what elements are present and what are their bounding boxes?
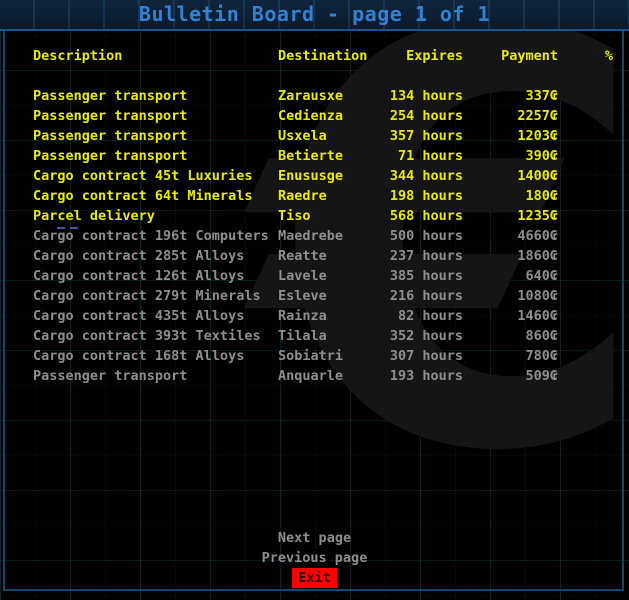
row-destination-cell: Zarausxe (278, 88, 344, 104)
bulletin-row[interactable]: Passenger transport Zarausxe 134 hours 3… (0, 86, 629, 106)
row-expires-cell: 237 hours (389, 248, 463, 264)
exit-option-row: Exit (0, 568, 629, 588)
row-expires-cell: 71 hours (397, 148, 463, 164)
row-destination-cell: Esleve (278, 288, 327, 304)
row-payment-cell: 1400₢ (517, 168, 558, 184)
row-description-cell: Cargo contract 279t Minerals (33, 288, 261, 304)
row-destination-cell: Tiso (278, 208, 311, 224)
row-description-cell: Parcel delivery (33, 208, 155, 224)
row-payment-cell: 509₢ (525, 368, 558, 384)
credits-symbol-watermark-icon: € (255, 0, 629, 576)
row-destination-cell: Anquarle (278, 368, 344, 384)
row-description-cell: Cargo contract 64t Minerals (33, 188, 253, 204)
row-destination-cell: Raedre (278, 188, 327, 204)
row-destination-cell: Rainza (278, 308, 327, 324)
row-description-cell: Cargo contract 168t Alloys (33, 348, 245, 364)
row-payment-cell: 180₢ (525, 188, 558, 204)
row-description-cell: Passenger transport (33, 88, 188, 104)
row-expires-cell: 307 hours (389, 348, 463, 364)
bulletin-row[interactable]: Cargo contract 168t Alloys Sobiatri 307 … (0, 346, 629, 366)
row-destination-cell: Usxela (278, 128, 327, 144)
bulletin-row[interactable]: Cargo contract 196t Computers Maedrebe 5… (0, 226, 629, 246)
row-destination-cell: Maedrebe (278, 228, 344, 244)
row-expires-cell: 344 hours (389, 168, 463, 184)
col-percent-header: % (604, 48, 613, 64)
row-expires-cell: 198 hours (389, 188, 463, 204)
bulletin-row[interactable]: Cargo contract 285t Alloys Reatte 237 ho… (0, 246, 629, 266)
bulletin-row[interactable]: Passenger transport Betierte 71 hours 39… (0, 146, 629, 166)
row-destination-cell: Cedienza (278, 108, 344, 124)
bulletin-row[interactable]: Passenger transport Cedienza 254 hours 2… (0, 106, 629, 126)
row-payment-cell: 1860₢ (517, 248, 558, 264)
row-destination-cell: Reatte (278, 248, 327, 264)
row-payment-cell: 780₢ (525, 348, 558, 364)
row-payment-cell: 1460₢ (517, 308, 558, 324)
row-payment-cell: 337₢ (525, 88, 558, 104)
col-expires-header: Expires (406, 48, 463, 64)
row-payment-cell: 860₢ (525, 328, 558, 344)
row-description-cell: Cargo contract 435t Alloys (33, 308, 245, 324)
row-expires-cell: 134 hours (389, 88, 463, 104)
selection-cursor-marks (57, 227, 83, 246)
row-payment-cell: 640₢ (525, 268, 558, 284)
row-description-cell: Cargo contract 196t Computers (33, 228, 269, 244)
row-destination-cell: Enususge (278, 168, 344, 184)
row-expires-cell: 357 hours (389, 128, 463, 144)
row-description-cell: Cargo contract 126t Alloys (33, 268, 245, 284)
row-payment-cell: 390₢ (525, 148, 558, 164)
row-payment-cell: 1080₢ (517, 288, 558, 304)
frame-border (3, 31, 624, 591)
row-description-cell: Passenger transport (33, 108, 188, 124)
row-destination-cell: Tilala (278, 328, 327, 344)
row-expires-cell: 216 hours (389, 288, 463, 304)
previous-page-option[interactable]: Previous page (261, 550, 368, 566)
row-payment-cell: 2257₢ (517, 108, 558, 124)
column-header-row: Description Destination Expires Payment … (0, 46, 629, 66)
row-expires-cell: 352 hours (389, 328, 463, 344)
bulletin-row[interactable]: Cargo contract 64t Minerals Raedre 198 h… (0, 186, 629, 206)
row-expires-cell: 568 hours (389, 208, 463, 224)
bulletin-row[interactable]: Cargo contract 126t Alloys Lavele 385 ho… (0, 266, 629, 286)
bulletin-row[interactable]: Cargo contract 435t Alloys Rainza 82 hou… (0, 306, 629, 326)
title-bar: Bulletin Board - page 1 of 1 (0, 0, 629, 31)
next-page-option[interactable]: Next page (277, 530, 352, 546)
col-destination-header: Destination (278, 48, 368, 64)
row-expires-cell: 82 hours (397, 308, 463, 324)
row-description-cell: Cargo contract 393t Textiles (33, 328, 261, 344)
row-expires-cell: 385 hours (389, 268, 463, 284)
bulletin-row[interactable]: Passenger transport Usxela 357 hours 120… (0, 126, 629, 146)
bulletin-row[interactable]: Parcel delivery Tiso 568 hours 1235₢ (0, 206, 629, 226)
exit-button[interactable]: Exit (292, 568, 337, 588)
row-expires-cell: 254 hours (389, 108, 463, 124)
row-destination-cell: Betierte (278, 148, 344, 164)
bulletin-row[interactable]: Passenger transport Anquarle 193 hours 5… (0, 366, 629, 386)
bulletin-row[interactable]: Cargo contract 279t Minerals Esleve 216 … (0, 286, 629, 306)
bulletin-row[interactable]: Cargo contract 45t Luxuries Enususge 344… (0, 166, 629, 186)
row-description-cell: Passenger transport (33, 148, 188, 164)
row-destination-cell: Lavele (278, 268, 327, 284)
page-title: Bulletin Board - page 1 of 1 (138, 2, 491, 26)
row-payment-cell: 1235₢ (517, 208, 558, 224)
col-payment-header: Payment (501, 48, 558, 64)
row-expires-cell: 193 hours (389, 368, 463, 384)
row-payment-cell: 1203₢ (517, 128, 558, 144)
col-description-header: Description (33, 48, 123, 64)
row-description-cell: Cargo contract 45t Luxuries (33, 168, 253, 184)
row-description-cell: Cargo contract 285t Alloys (33, 248, 245, 264)
row-description-cell: Passenger transport (33, 128, 188, 144)
row-destination-cell: Sobiatri (278, 348, 344, 364)
row-payment-cell: 4660₢ (517, 228, 558, 244)
bulletin-row[interactable]: Cargo contract 393t Textiles Tilala 352 … (0, 326, 629, 346)
row-expires-cell: 500 hours (389, 228, 463, 244)
row-description-cell: Passenger transport (33, 368, 188, 384)
